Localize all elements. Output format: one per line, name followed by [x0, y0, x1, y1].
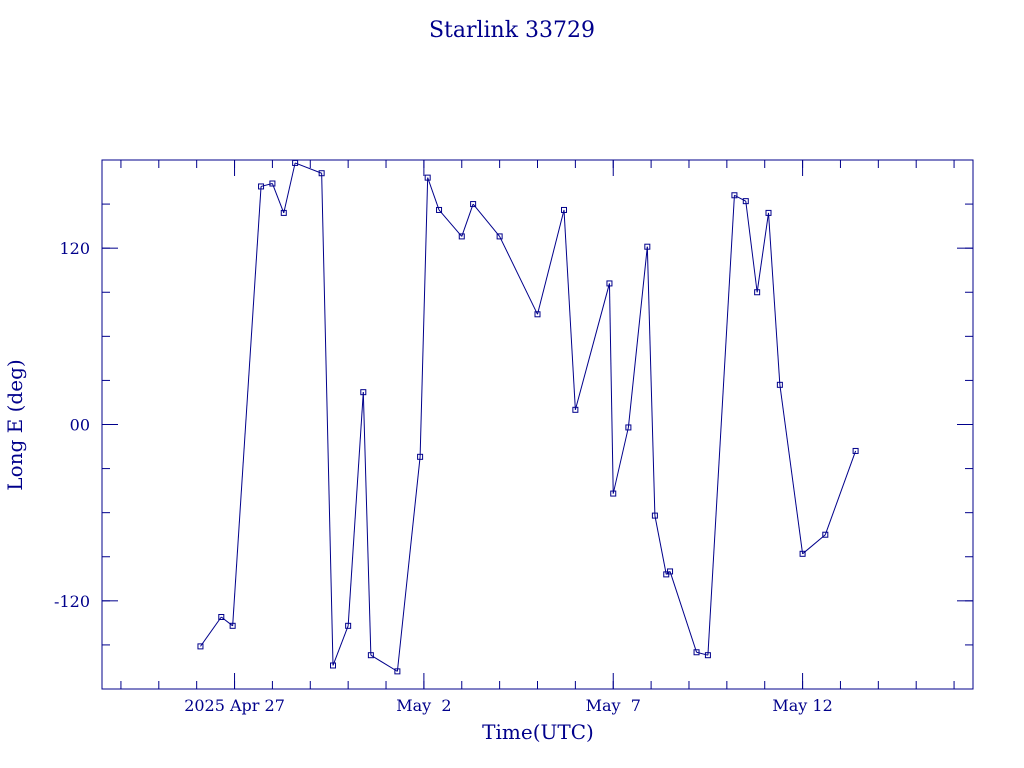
y-tick-label: -120 [54, 592, 90, 611]
data-point [360, 389, 367, 396]
series-segment [347, 392, 364, 626]
series-segment [665, 571, 671, 575]
data-point [367, 652, 374, 659]
x-axis-title: Time(UTC) [482, 720, 594, 744]
data-point [280, 209, 287, 216]
data-point [625, 424, 632, 431]
data-point [458, 233, 465, 240]
series-segment [283, 162, 296, 214]
data-point [644, 243, 651, 250]
y-tick-label: 00 [70, 416, 90, 435]
data-point [496, 233, 503, 240]
data-point [822, 531, 829, 538]
x-tick-label: May 12 [772, 696, 832, 715]
series-segment [419, 177, 429, 457]
y-axis-title: Long E (deg) [3, 359, 27, 490]
data-point [765, 209, 772, 216]
data-point [417, 453, 424, 460]
series-segment [608, 283, 614, 494]
data-point [704, 652, 711, 659]
data-point [606, 280, 613, 287]
data-point [667, 568, 674, 575]
data-point [394, 668, 401, 675]
series-segment [260, 183, 273, 187]
series-segment [707, 195, 735, 656]
series-segment [438, 209, 463, 237]
series-segment [396, 456, 421, 672]
series-segment [802, 534, 826, 555]
axis-tick-labels: 120 00 -120 2025 Apr 27 May 2 May 7 May 12 [54, 239, 833, 715]
plot-frame [101, 159, 974, 690]
series-segment [220, 616, 233, 627]
data-point [197, 643, 204, 650]
series-segment [232, 186, 262, 626]
data-point [651, 512, 658, 519]
x-tick-label: May 2 [396, 696, 451, 715]
chart-title: Starlink 33729 [429, 18, 595, 43]
series-segment [563, 209, 576, 410]
data-point [292, 160, 299, 166]
series-segment [612, 427, 629, 494]
axis-ticks [102, 160, 973, 689]
series-segment [745, 201, 758, 293]
plot-area [197, 160, 859, 675]
series-segment [271, 183, 285, 214]
x-tick-label: May 7 [586, 696, 641, 715]
series-segment [574, 283, 610, 410]
data-point [610, 490, 617, 497]
series-segment [768, 212, 781, 385]
data-point [693, 649, 700, 656]
series-segment [499, 236, 538, 315]
series-segment [627, 246, 648, 428]
series-segment [734, 194, 747, 202]
series-segment [427, 177, 440, 211]
series-segment [646, 246, 656, 516]
data-point [742, 198, 749, 205]
series-segment [537, 209, 565, 315]
series-segment [461, 203, 474, 237]
series-segment [332, 625, 349, 666]
series-segment [779, 384, 804, 554]
series-segment [696, 651, 709, 656]
data-point [534, 311, 541, 318]
data-point [470, 201, 477, 208]
data-point [799, 550, 806, 557]
data-point [852, 447, 859, 454]
data-point [258, 183, 265, 190]
data-point [229, 622, 236, 629]
series-segment [654, 515, 667, 575]
data-point [218, 613, 225, 620]
data-point [318, 170, 325, 177]
data-point [561, 206, 568, 213]
data-point [436, 206, 443, 213]
data-point [754, 289, 761, 296]
series-segment [370, 654, 398, 672]
series-segment [669, 571, 698, 653]
data-point [731, 192, 738, 199]
data-point [776, 381, 783, 388]
series-segment [756, 212, 769, 293]
series-segment [472, 203, 501, 237]
series-segment [294, 162, 322, 174]
series-segment [321, 173, 334, 666]
series-segment [824, 450, 857, 535]
y-tick-label: 120 [59, 239, 90, 258]
data-point [330, 662, 337, 669]
x-tick-label: 2025 Apr 27 [184, 696, 285, 715]
data-point [269, 180, 276, 187]
data-point [572, 406, 579, 413]
data-point [345, 622, 352, 629]
series-segment [200, 616, 222, 647]
series-segment [362, 392, 372, 656]
data-point [424, 174, 431, 181]
